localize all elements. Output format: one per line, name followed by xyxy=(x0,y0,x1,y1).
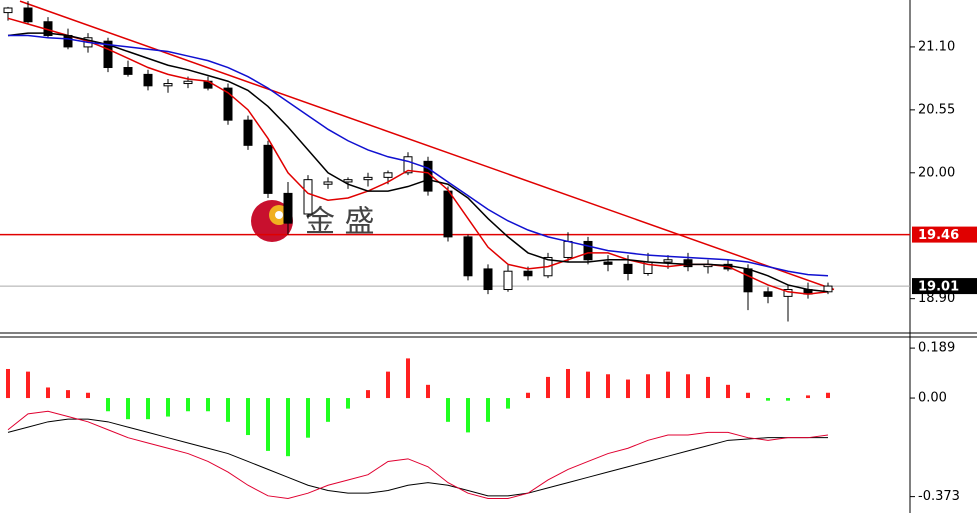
price-label-bg xyxy=(912,226,977,243)
histogram-bar xyxy=(306,398,310,438)
indicator-line xyxy=(7,418,828,497)
y-tick-label: 18.90 xyxy=(918,291,955,306)
histogram-bar xyxy=(26,371,30,399)
candle-body xyxy=(3,7,13,14)
candle-body xyxy=(263,144,273,194)
histogram-bar xyxy=(646,374,650,399)
y-tick-label: -0.373 xyxy=(918,489,960,504)
histogram-bar xyxy=(66,390,70,399)
price-label-bg xyxy=(912,278,977,295)
y-tick-label: 0.00 xyxy=(918,391,947,406)
histogram-bar xyxy=(166,398,170,417)
histogram-bar xyxy=(826,392,830,399)
histogram-bar xyxy=(6,368,10,399)
histogram-bar xyxy=(486,398,490,422)
candle-body xyxy=(243,119,253,146)
candle-body xyxy=(223,87,233,121)
price-label: 19.46 xyxy=(918,228,959,243)
logo-dot xyxy=(275,211,283,219)
histogram-bar xyxy=(706,376,710,399)
candle-body xyxy=(343,179,353,183)
indicator-line xyxy=(7,32,829,293)
candle-body xyxy=(283,192,293,224)
histogram-bar xyxy=(786,398,790,401)
histogram-bar xyxy=(406,358,410,399)
candle-body xyxy=(463,236,473,277)
y-tick-label: 0.189 xyxy=(918,341,955,356)
candle-body xyxy=(403,156,413,174)
candle-body xyxy=(503,270,513,291)
histogram-bar xyxy=(506,398,510,409)
y-tick-label: 20.00 xyxy=(918,165,955,180)
candle-body xyxy=(683,259,693,268)
candle-body xyxy=(483,268,493,291)
candle-body xyxy=(603,261,613,265)
candle-body xyxy=(103,40,113,69)
histogram-bar xyxy=(446,398,450,422)
histogram-bar xyxy=(186,398,190,412)
histogram-bar xyxy=(226,398,230,422)
histogram-bar xyxy=(586,371,590,399)
watermark-text: 金 盛 xyxy=(305,205,375,240)
indicator-line xyxy=(8,34,829,277)
candle-body xyxy=(623,263,633,274)
candle-body xyxy=(323,181,333,185)
histogram-bar xyxy=(326,398,330,422)
histogram-bar xyxy=(146,398,150,420)
histogram-bar xyxy=(626,379,630,399)
histogram-bar xyxy=(806,395,810,399)
candle-body xyxy=(183,80,193,85)
candle-body xyxy=(63,34,73,48)
candle-body xyxy=(143,73,153,87)
price-label: 19.01 xyxy=(918,280,959,295)
candle-body xyxy=(163,83,173,87)
histogram-bar xyxy=(346,398,350,409)
candle-body xyxy=(563,240,573,258)
histogram-bar xyxy=(126,398,130,420)
histogram-bar xyxy=(466,398,470,433)
watermark: 金 盛 xyxy=(251,200,375,242)
histogram-bar xyxy=(666,371,670,399)
candle-body xyxy=(383,172,393,178)
candle-body xyxy=(663,259,673,263)
candle-body xyxy=(523,270,533,277)
histogram-bar xyxy=(686,374,690,399)
y-tick-label: 21.10 xyxy=(918,39,955,54)
indicator-line xyxy=(7,410,829,499)
candle-body xyxy=(443,190,453,238)
histogram-bar xyxy=(426,384,430,399)
histogram-bar xyxy=(246,398,250,436)
histogram-bar xyxy=(86,392,90,399)
candle-body xyxy=(123,67,133,75)
histogram-bar xyxy=(726,384,730,399)
histogram-bar xyxy=(206,398,210,412)
candle-body xyxy=(363,176,373,181)
y-tick-label: 20.55 xyxy=(918,102,955,117)
histogram-bar xyxy=(606,374,610,399)
histogram-bar xyxy=(546,376,550,399)
histogram-bar xyxy=(46,387,50,399)
candle-body xyxy=(23,7,33,23)
histogram-bar xyxy=(106,398,110,412)
trend-line xyxy=(19,0,835,291)
candle-body xyxy=(583,240,593,261)
histogram-bar xyxy=(766,398,770,401)
histogram-bar xyxy=(266,398,270,451)
candle-body xyxy=(303,179,313,215)
candle-body xyxy=(423,160,433,192)
histogram-bar xyxy=(286,398,290,457)
candle-body xyxy=(743,268,753,293)
histogram-bar xyxy=(526,392,530,399)
histogram-bar xyxy=(566,368,570,399)
histogram-bar xyxy=(386,371,390,399)
histogram-bar xyxy=(366,390,370,399)
candle-body xyxy=(763,291,773,297)
histogram-bar xyxy=(746,392,750,399)
